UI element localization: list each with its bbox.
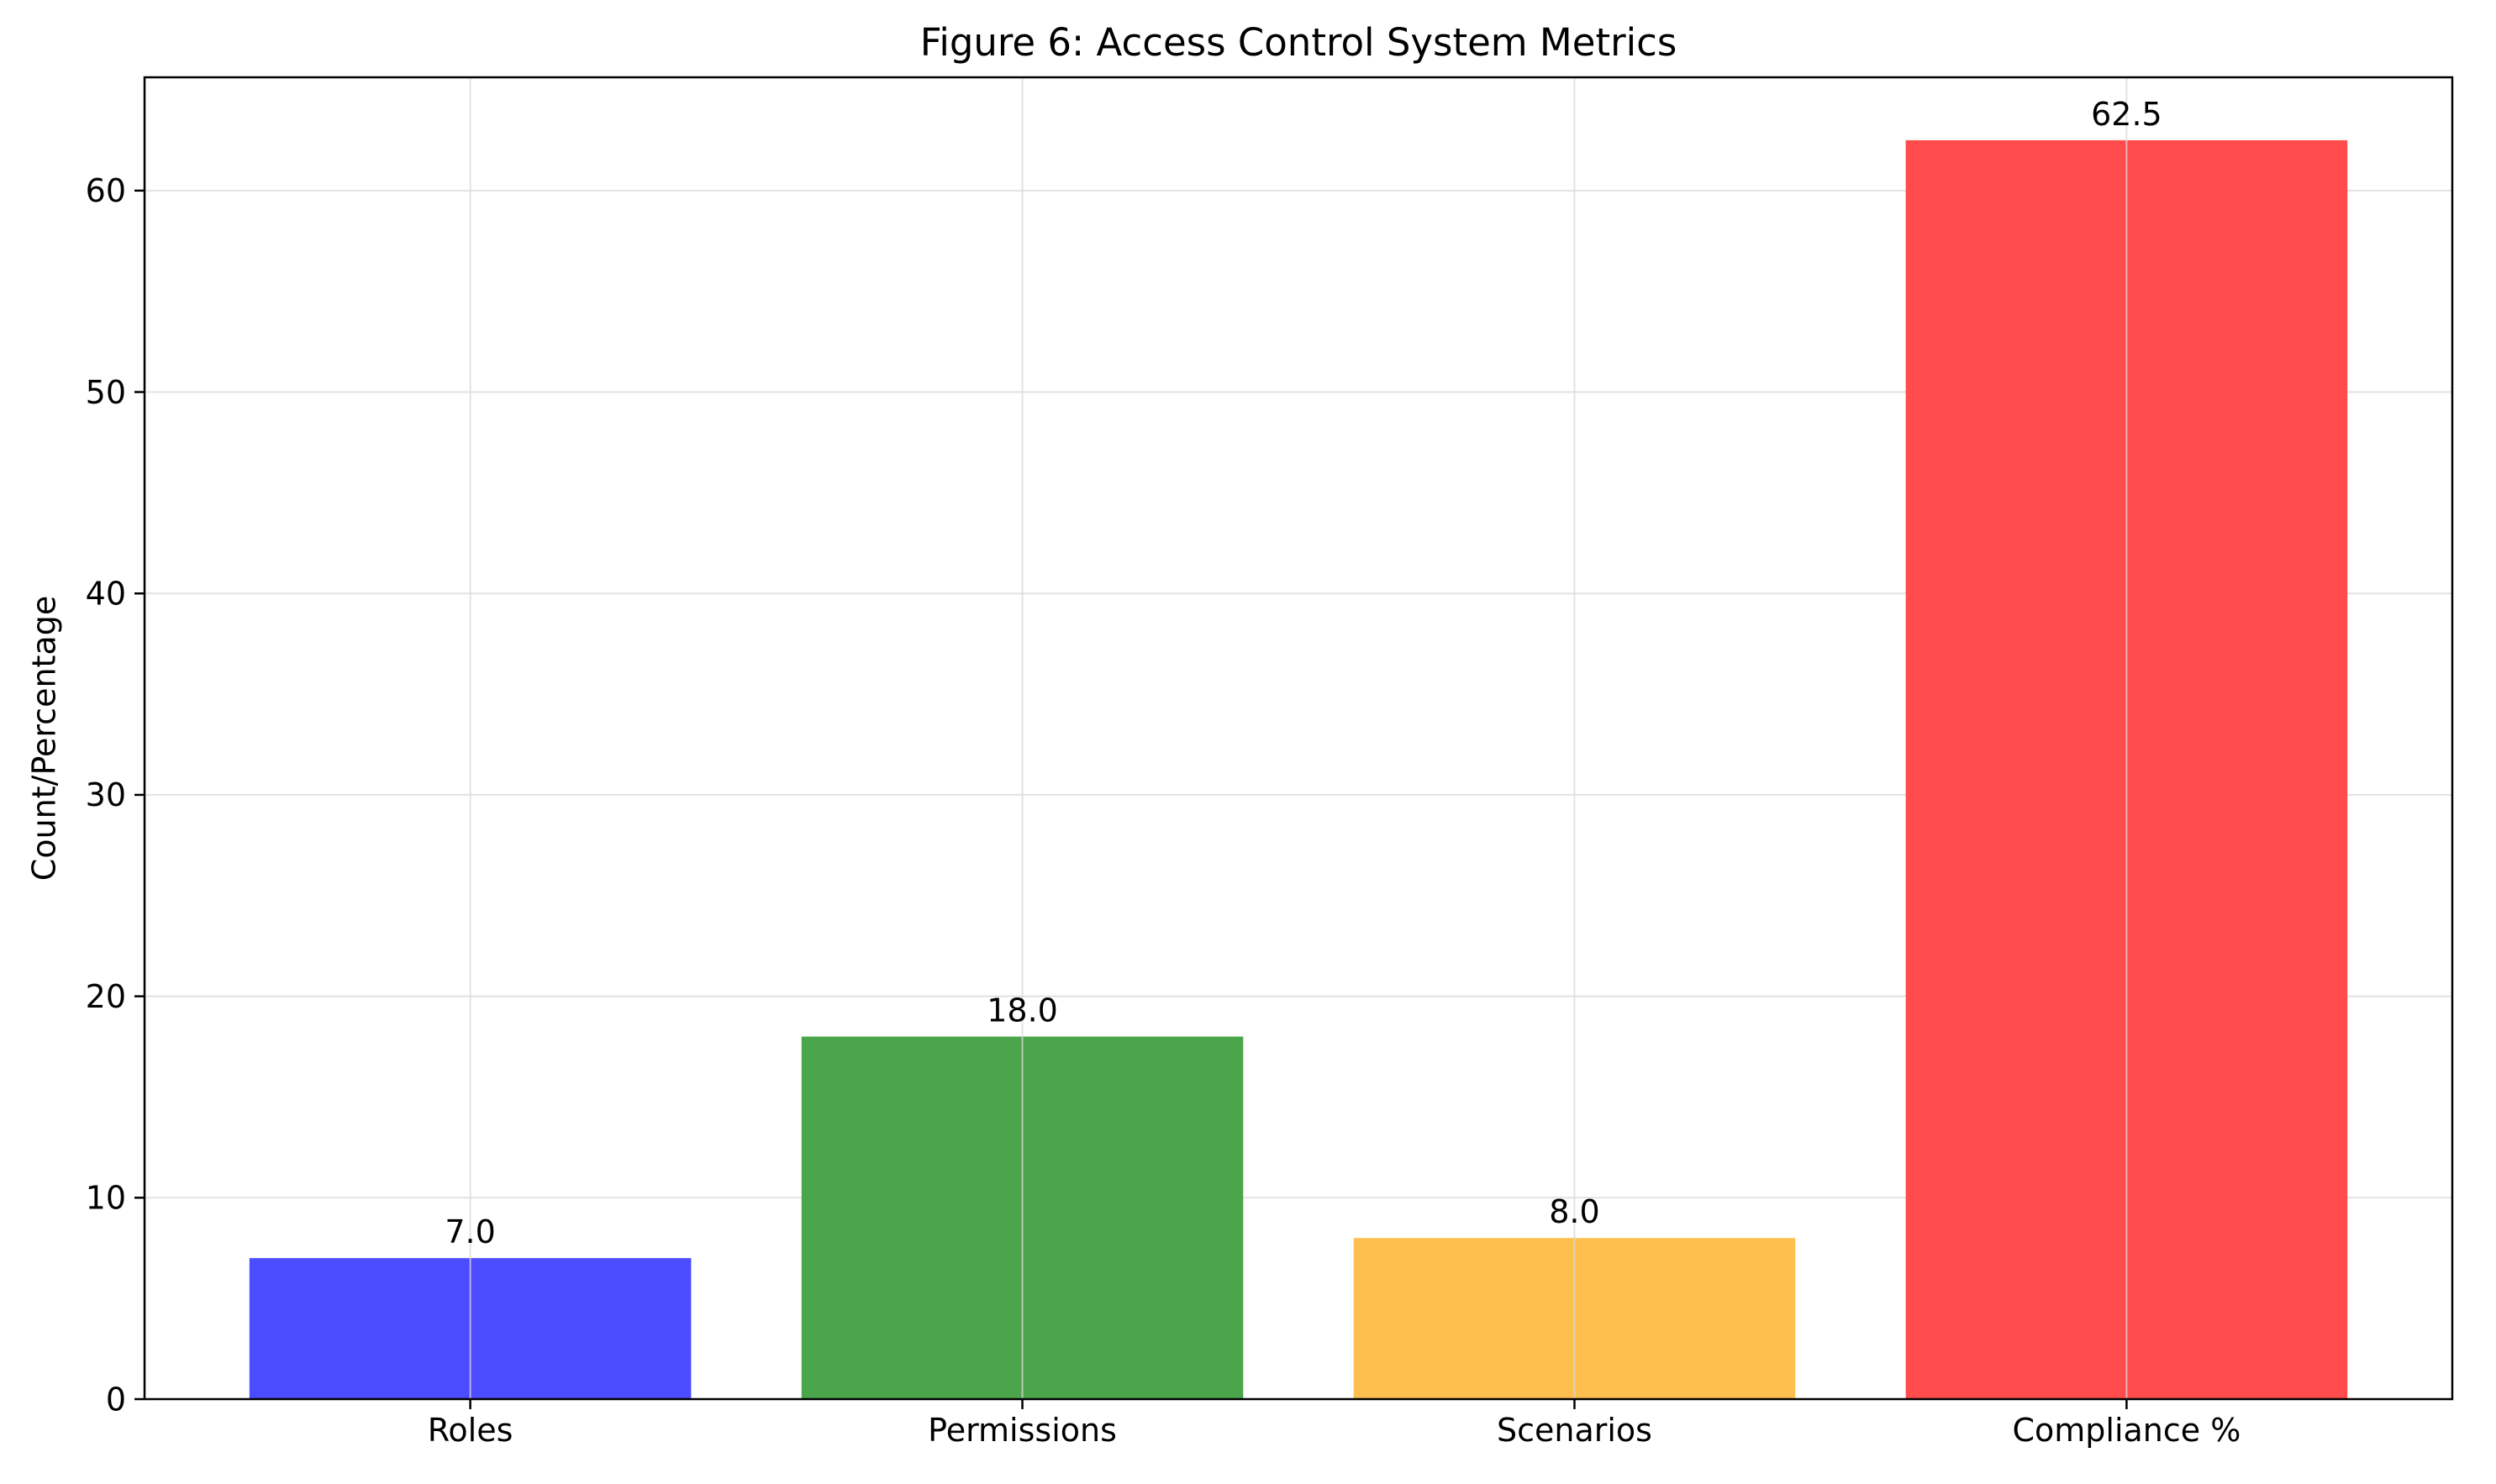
bar-value-label: 7.0 [445, 1213, 495, 1250]
y-tick-label: 0 [106, 1381, 126, 1418]
y-tick-layer: 0 10 20 30 40 50 60 [86, 172, 145, 1418]
x-tick-label: Roles [428, 1412, 513, 1449]
y-tick-label: 50 [86, 374, 126, 411]
axis-layer [143, 76, 2454, 1401]
x-tick-label: Scenarios [1497, 1412, 1652, 1449]
x-tick-layer: Roles Permissions Scenarios Compliance % [428, 1399, 2241, 1449]
bar-value-label: 62.5 [2091, 96, 2162, 133]
y-axis-label: Count/Percentage [25, 596, 62, 881]
y-tick-label: 40 [86, 576, 126, 613]
y-tick-label: 30 [86, 776, 126, 813]
y-tick-label: 60 [86, 172, 126, 209]
x-tick-label: Permissions [928, 1412, 1117, 1449]
bar-layer [249, 139, 2348, 1399]
x-tick-label: Compliance % [2012, 1412, 2241, 1449]
bar-value-label: 18.0 [987, 992, 1058, 1029]
plot-frame [143, 76, 2454, 1401]
y-tick-label: 20 [86, 978, 126, 1015]
chart-title: Figure 6: Access Control System Metrics [920, 20, 1677, 65]
bar-value-label: 8.0 [1549, 1193, 1599, 1230]
grid-layer [145, 189, 2452, 1400]
vertical-grid-layer [469, 77, 2128, 1399]
data-label-layer: 7.0 18.0 8.0 62.5 [445, 96, 2162, 1250]
y-tick-label: 10 [86, 1180, 126, 1217]
